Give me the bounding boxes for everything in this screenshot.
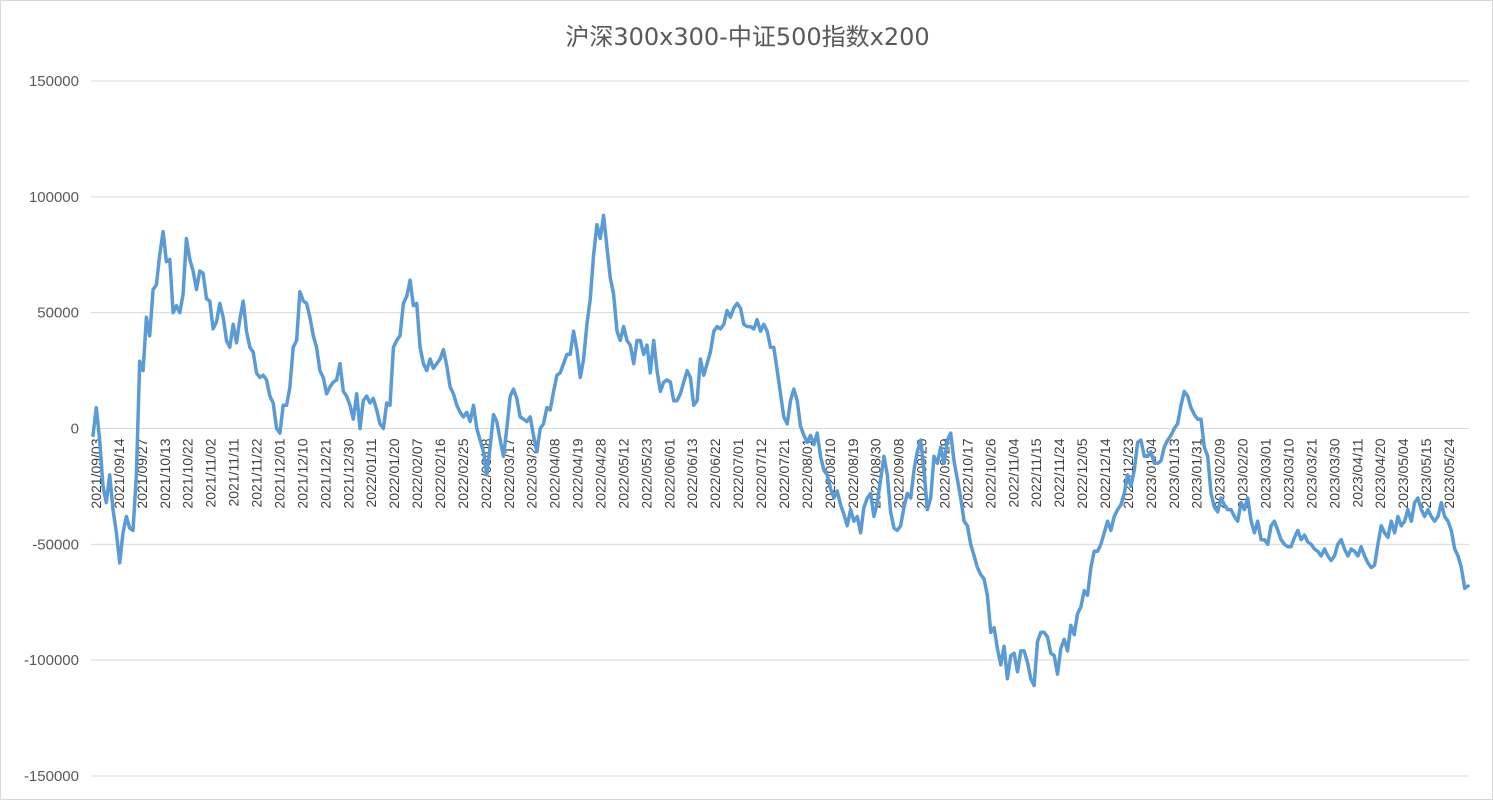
x-tick-label: 2022/02/07 <box>409 438 425 508</box>
x-tick-label: 2023/05/04 <box>1395 438 1411 508</box>
x-tick-label: 2023/02/09 <box>1212 438 1228 508</box>
x-tick-label: 2021/10/22 <box>180 438 196 508</box>
x-tick-label: 2022/04/19 <box>570 438 586 508</box>
x-tick-label: 2022/04/28 <box>593 438 609 508</box>
y-tick-label: -50000 <box>32 536 79 553</box>
x-tick-label: 2022/05/23 <box>638 438 654 508</box>
y-tick-label: 50000 <box>37 305 79 322</box>
x-tick-label: 2022/11/04 <box>1005 438 1021 507</box>
x-tick-label: 2023/05/15 <box>1418 438 1434 508</box>
chart-title: 沪深300x300-中证500指数x200 <box>565 23 930 51</box>
x-tick-label: 2022/01/20 <box>386 438 402 508</box>
x-tick-label: 2021/10/13 <box>157 438 173 508</box>
x-tick-label: 2022/10/17 <box>959 438 975 508</box>
x-tick-label: 2022/06/01 <box>661 438 677 508</box>
x-tick-label: 2022/02/16 <box>432 438 448 508</box>
x-tick-label: 2023/01/04 <box>1143 438 1159 508</box>
x-tick-label: 2021/12/30 <box>340 438 356 508</box>
y-tick-label: -100000 <box>24 652 79 669</box>
x-tick-label: 2022/02/25 <box>455 438 471 508</box>
x-tick-label: 2022/01/11 <box>363 438 379 507</box>
x-tick-label: 2022/09/08 <box>891 438 907 508</box>
x-tick-label: 2021/11/11 <box>226 438 242 506</box>
x-tick-label: 2022/05/12 <box>615 438 631 508</box>
y-tick-label: 100000 <box>29 189 79 206</box>
x-tick-label: 2021/12/21 <box>317 438 333 508</box>
x-tick-label: 2021/11/02 <box>203 438 219 507</box>
x-tick-label: 2023/01/13 <box>1166 438 1182 508</box>
x-tick-label: 2022/08/01 <box>799 438 815 508</box>
x-tick-label: 2021/11/22 <box>249 438 265 507</box>
x-tick-label: 2023/03/10 <box>1280 438 1296 508</box>
y-tick-label: 0 <box>71 421 79 438</box>
x-tick-label: 2022/06/13 <box>684 438 700 508</box>
x-tick-label: 2021/12/01 <box>271 438 287 508</box>
x-tick-label: 2023/03/30 <box>1326 438 1342 508</box>
x-tick-label: 2022/12/05 <box>1074 438 1090 508</box>
x-tick-label: 2022/12/14 <box>1097 438 1113 508</box>
x-tick-label: 2023/04/11 <box>1349 438 1365 507</box>
x-tick-label: 2022/07/12 <box>753 438 769 508</box>
x-tick-label: 2022/04/08 <box>547 438 563 508</box>
y-tick-label: -150000 <box>24 768 79 785</box>
x-tick-label: 2021/09/14 <box>111 438 127 508</box>
x-tick-label: 2022/08/10 <box>822 438 838 508</box>
x-tick-label: 2023/04/20 <box>1372 438 1388 508</box>
x-tick-label: 2022/07/01 <box>730 438 746 508</box>
x-tick-label: 2023/05/24 <box>1441 438 1457 508</box>
x-tick-label: 2021/12/10 <box>294 438 310 508</box>
x-tick-label: 2022/06/22 <box>707 438 723 508</box>
x-tick-label: 2022/07/21 <box>776 438 792 508</box>
x-tick-label: 2023/03/21 <box>1303 438 1319 508</box>
x-tick-label: 2023/01/31 <box>1189 438 1205 508</box>
x-tick-label: 2022/10/26 <box>982 438 998 508</box>
y-tick-label: 150000 <box>29 73 79 90</box>
x-tick-label: 2023/03/01 <box>1258 438 1274 508</box>
x-tick-label: 2022/03/28 <box>524 438 540 508</box>
x-tick-label: 2023/02/20 <box>1235 438 1251 508</box>
x-tick-label: 2022/11/15 <box>1028 438 1044 507</box>
x-tick-label: 2022/11/24 <box>1051 438 1067 507</box>
series-line <box>91 213 1470 688</box>
x-tick-label: 2022/08/19 <box>845 438 861 508</box>
